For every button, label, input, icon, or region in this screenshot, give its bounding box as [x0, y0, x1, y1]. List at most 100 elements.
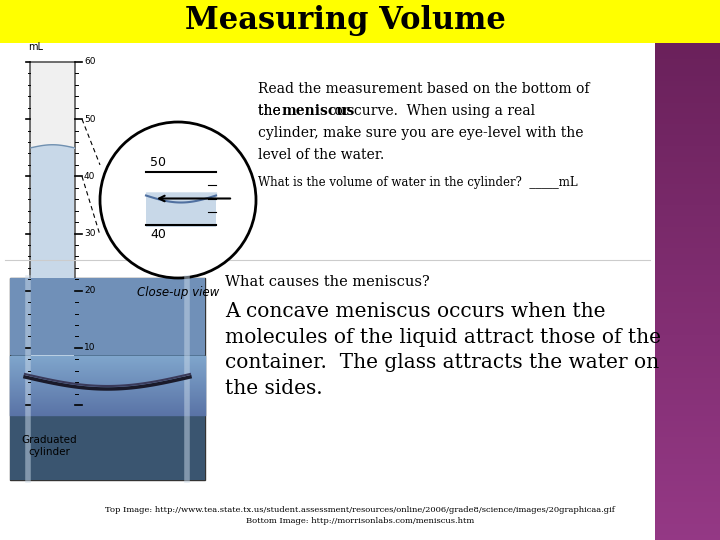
Bar — [655, 281, 720, 286]
Text: Top Image: http://www.tea.state.tx.us/student.assessment/resources/online/2006/g: Top Image: http://www.tea.state.tx.us/st… — [105, 506, 615, 525]
Bar — [655, 108, 720, 113]
Bar — [655, 16, 720, 22]
Bar — [655, 113, 720, 119]
Text: 50: 50 — [84, 114, 96, 124]
Bar — [655, 265, 720, 270]
Bar — [655, 70, 720, 76]
Bar — [655, 292, 720, 297]
Bar — [655, 248, 720, 254]
Bar — [655, 383, 720, 389]
Bar — [655, 38, 720, 43]
Bar — [655, 513, 720, 518]
Bar — [655, 43, 720, 49]
Text: 60: 60 — [84, 57, 96, 66]
Bar — [655, 103, 720, 108]
Bar — [655, 421, 720, 427]
Bar — [655, 335, 720, 340]
Bar — [655, 162, 720, 167]
Bar — [655, 416, 720, 421]
Bar — [655, 475, 720, 481]
Text: Measuring Volume: Measuring Volume — [184, 5, 505, 37]
Text: 10: 10 — [84, 343, 96, 352]
Text: mL: mL — [28, 42, 43, 52]
Bar — [0, 0, 720, 43]
Bar — [655, 459, 720, 464]
Bar — [655, 216, 720, 221]
Bar — [655, 22, 720, 27]
Bar — [655, 189, 720, 194]
Text: meniscus: meniscus — [282, 104, 355, 118]
Bar — [146, 195, 216, 227]
Bar — [655, 535, 720, 540]
Bar — [655, 351, 720, 356]
Bar — [10, 278, 205, 480]
Bar — [655, 362, 720, 367]
Bar — [655, 140, 720, 146]
Bar — [655, 524, 720, 529]
Bar — [655, 232, 720, 238]
Bar — [655, 400, 720, 405]
Bar — [655, 11, 720, 16]
Bar — [655, 92, 720, 97]
Text: Read the measurement based on the bottom of: Read the measurement based on the bottom… — [258, 82, 590, 96]
Bar — [655, 329, 720, 335]
Bar — [655, 529, 720, 535]
Bar — [655, 5, 720, 11]
Bar — [655, 135, 720, 140]
Bar — [655, 470, 720, 475]
Text: 30: 30 — [84, 229, 96, 238]
Bar — [655, 454, 720, 459]
Bar — [655, 486, 720, 491]
Bar — [655, 275, 720, 281]
Bar — [655, 319, 720, 324]
Bar — [655, 184, 720, 189]
Bar — [655, 65, 720, 70]
Bar — [655, 124, 720, 130]
Bar — [655, 86, 720, 92]
Text: What causes the meniscus?: What causes the meniscus? — [225, 275, 430, 289]
Text: the: the — [258, 104, 285, 118]
Bar — [655, 356, 720, 362]
Bar — [655, 286, 720, 292]
Bar — [10, 278, 205, 355]
Bar — [655, 221, 720, 227]
Bar — [655, 97, 720, 103]
Text: 50: 50 — [150, 156, 166, 169]
Bar — [655, 389, 720, 394]
Bar — [655, 194, 720, 200]
Bar — [16, 419, 89, 427]
Bar — [655, 167, 720, 173]
Text: What is the volume of water in the cylinder?  _____mL: What is the volume of water in the cylin… — [258, 176, 577, 189]
Bar — [655, 178, 720, 184]
Bar — [655, 346, 720, 351]
Text: cylinder, make sure you are eye-level with the: cylinder, make sure you are eye-level wi… — [258, 126, 583, 140]
Bar — [10, 400, 205, 480]
Bar — [655, 394, 720, 400]
Bar — [655, 302, 720, 308]
Bar — [655, 427, 720, 432]
Text: or curve.  When using a real: or curve. When using a real — [330, 104, 535, 118]
Bar — [655, 410, 720, 416]
Bar — [655, 49, 720, 54]
Text: A concave meniscus occurs when the
molecules of the liquid attract those of the
: A concave meniscus occurs when the molec… — [225, 302, 661, 399]
Bar — [655, 367, 720, 373]
Bar — [655, 243, 720, 248]
Bar — [655, 0, 720, 5]
Bar — [655, 373, 720, 378]
Bar — [655, 259, 720, 265]
Bar — [655, 308, 720, 313]
Bar — [655, 448, 720, 454]
Bar — [31, 148, 74, 405]
Text: Graduated
cylinder: Graduated cylinder — [22, 435, 77, 457]
Circle shape — [100, 122, 256, 278]
Bar — [655, 81, 720, 86]
Text: 40: 40 — [150, 228, 166, 241]
Bar — [655, 481, 720, 486]
Bar — [19, 405, 86, 420]
Bar — [655, 437, 720, 443]
Bar — [655, 205, 720, 211]
Bar — [655, 297, 720, 302]
Bar — [655, 518, 720, 524]
Bar — [655, 238, 720, 243]
Bar — [655, 270, 720, 275]
